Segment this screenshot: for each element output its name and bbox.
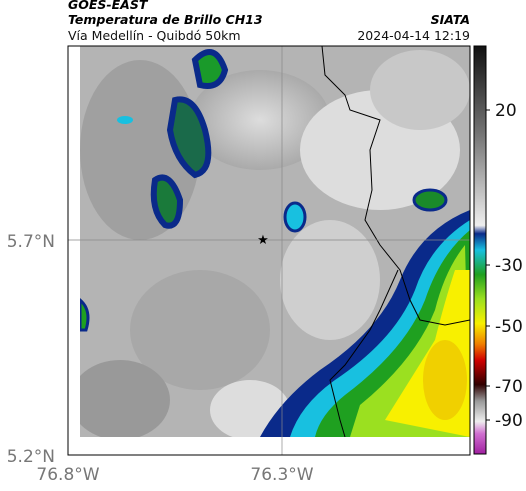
lat-label: 5.7°N xyxy=(7,232,55,252)
colorbar-tick-label: -70 xyxy=(495,377,523,397)
product: Temperatura de Brillo CH13 xyxy=(68,12,263,27)
colorbar-tick-label: 20 xyxy=(495,101,517,121)
colorbar-tick-label: -30 xyxy=(495,256,523,276)
map-frame xyxy=(67,45,471,456)
lat-label: 5.2°N xyxy=(7,447,55,467)
route: Vía Medellín - Quibdó 50km xyxy=(68,28,241,43)
agency: SIATA xyxy=(431,12,470,27)
colorbar-tick-label: -50 xyxy=(495,317,523,337)
timestamp: 2024-04-14 12:19 xyxy=(357,28,470,43)
satellite-image xyxy=(80,46,470,437)
lon-label: 76.8°W xyxy=(36,465,99,485)
satellite: GOES-EAST xyxy=(68,0,149,12)
location-star: ★ xyxy=(257,233,269,248)
colorbar xyxy=(473,45,487,455)
lon-label: 76.3°W xyxy=(250,465,313,485)
colorbar-tick-label: -90 xyxy=(495,411,523,431)
